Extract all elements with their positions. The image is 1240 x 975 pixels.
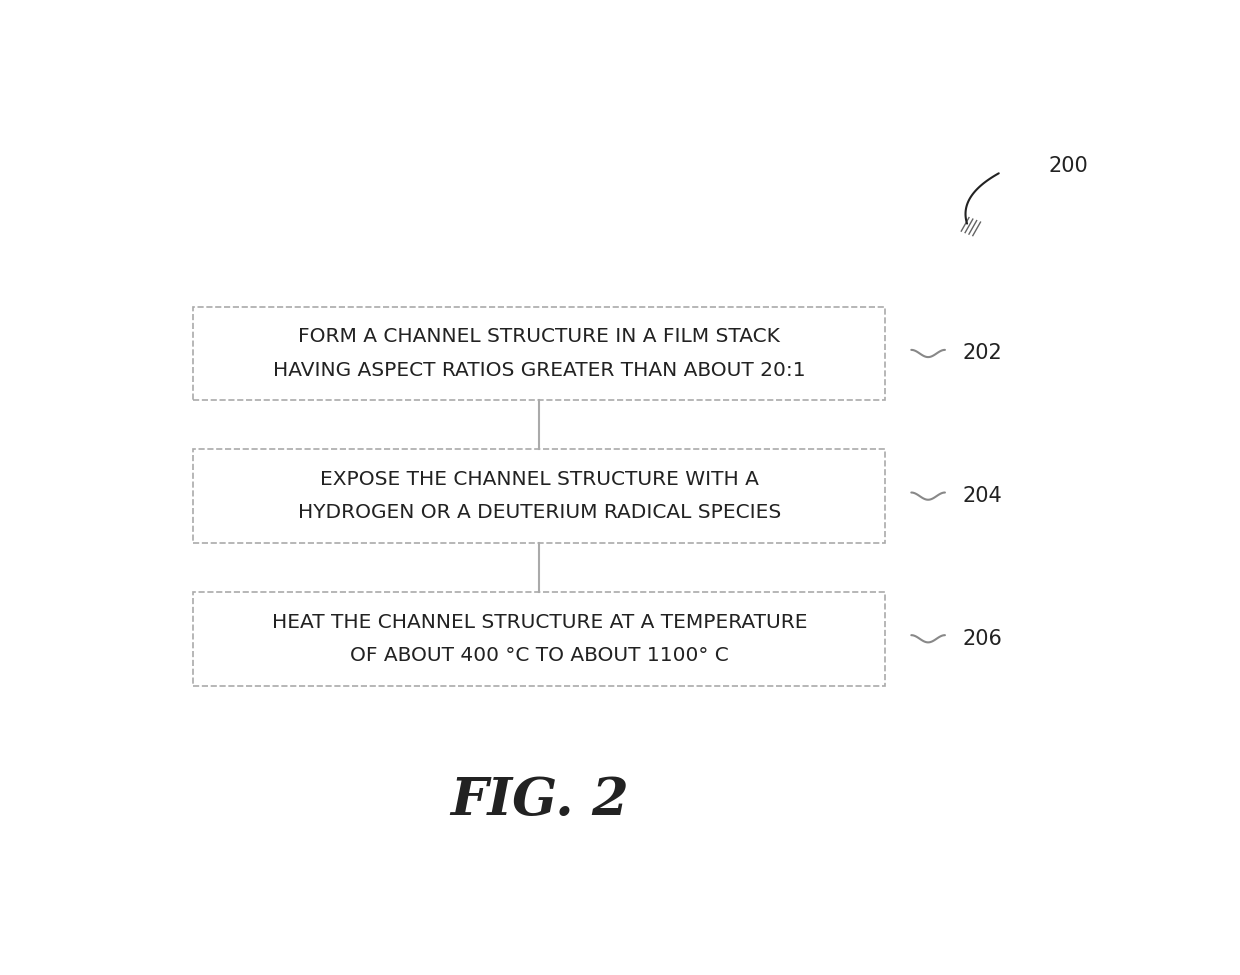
Bar <box>193 306 885 401</box>
Text: 202: 202 <box>962 343 1002 364</box>
Text: HYDROGEN OR A DEUTERIUM RADICAL SPECIES: HYDROGEN OR A DEUTERIUM RADICAL SPECIES <box>298 503 781 523</box>
Bar <box>193 449 885 543</box>
Text: 200: 200 <box>1049 156 1089 176</box>
Text: OF ABOUT 400 °C TO ABOUT 1100° C: OF ABOUT 400 °C TO ABOUT 1100° C <box>350 645 729 665</box>
Text: HAVING ASPECT RATIOS GREATER THAN ABOUT 20:1: HAVING ASPECT RATIOS GREATER THAN ABOUT … <box>273 361 806 379</box>
Text: 206: 206 <box>962 629 1002 648</box>
Bar <box>193 592 885 685</box>
Text: FIG. 2: FIG. 2 <box>450 775 629 826</box>
Text: HEAT THE CHANNEL STRUCTURE AT A TEMPERATURE: HEAT THE CHANNEL STRUCTURE AT A TEMPERAT… <box>272 612 807 632</box>
Text: 204: 204 <box>962 487 1002 506</box>
Text: FORM A CHANNEL STRUCTURE IN A FILM STACK: FORM A CHANNEL STRUCTURE IN A FILM STACK <box>299 328 780 346</box>
Text: EXPOSE THE CHANNEL STRUCTURE WITH A: EXPOSE THE CHANNEL STRUCTURE WITH A <box>320 470 759 489</box>
